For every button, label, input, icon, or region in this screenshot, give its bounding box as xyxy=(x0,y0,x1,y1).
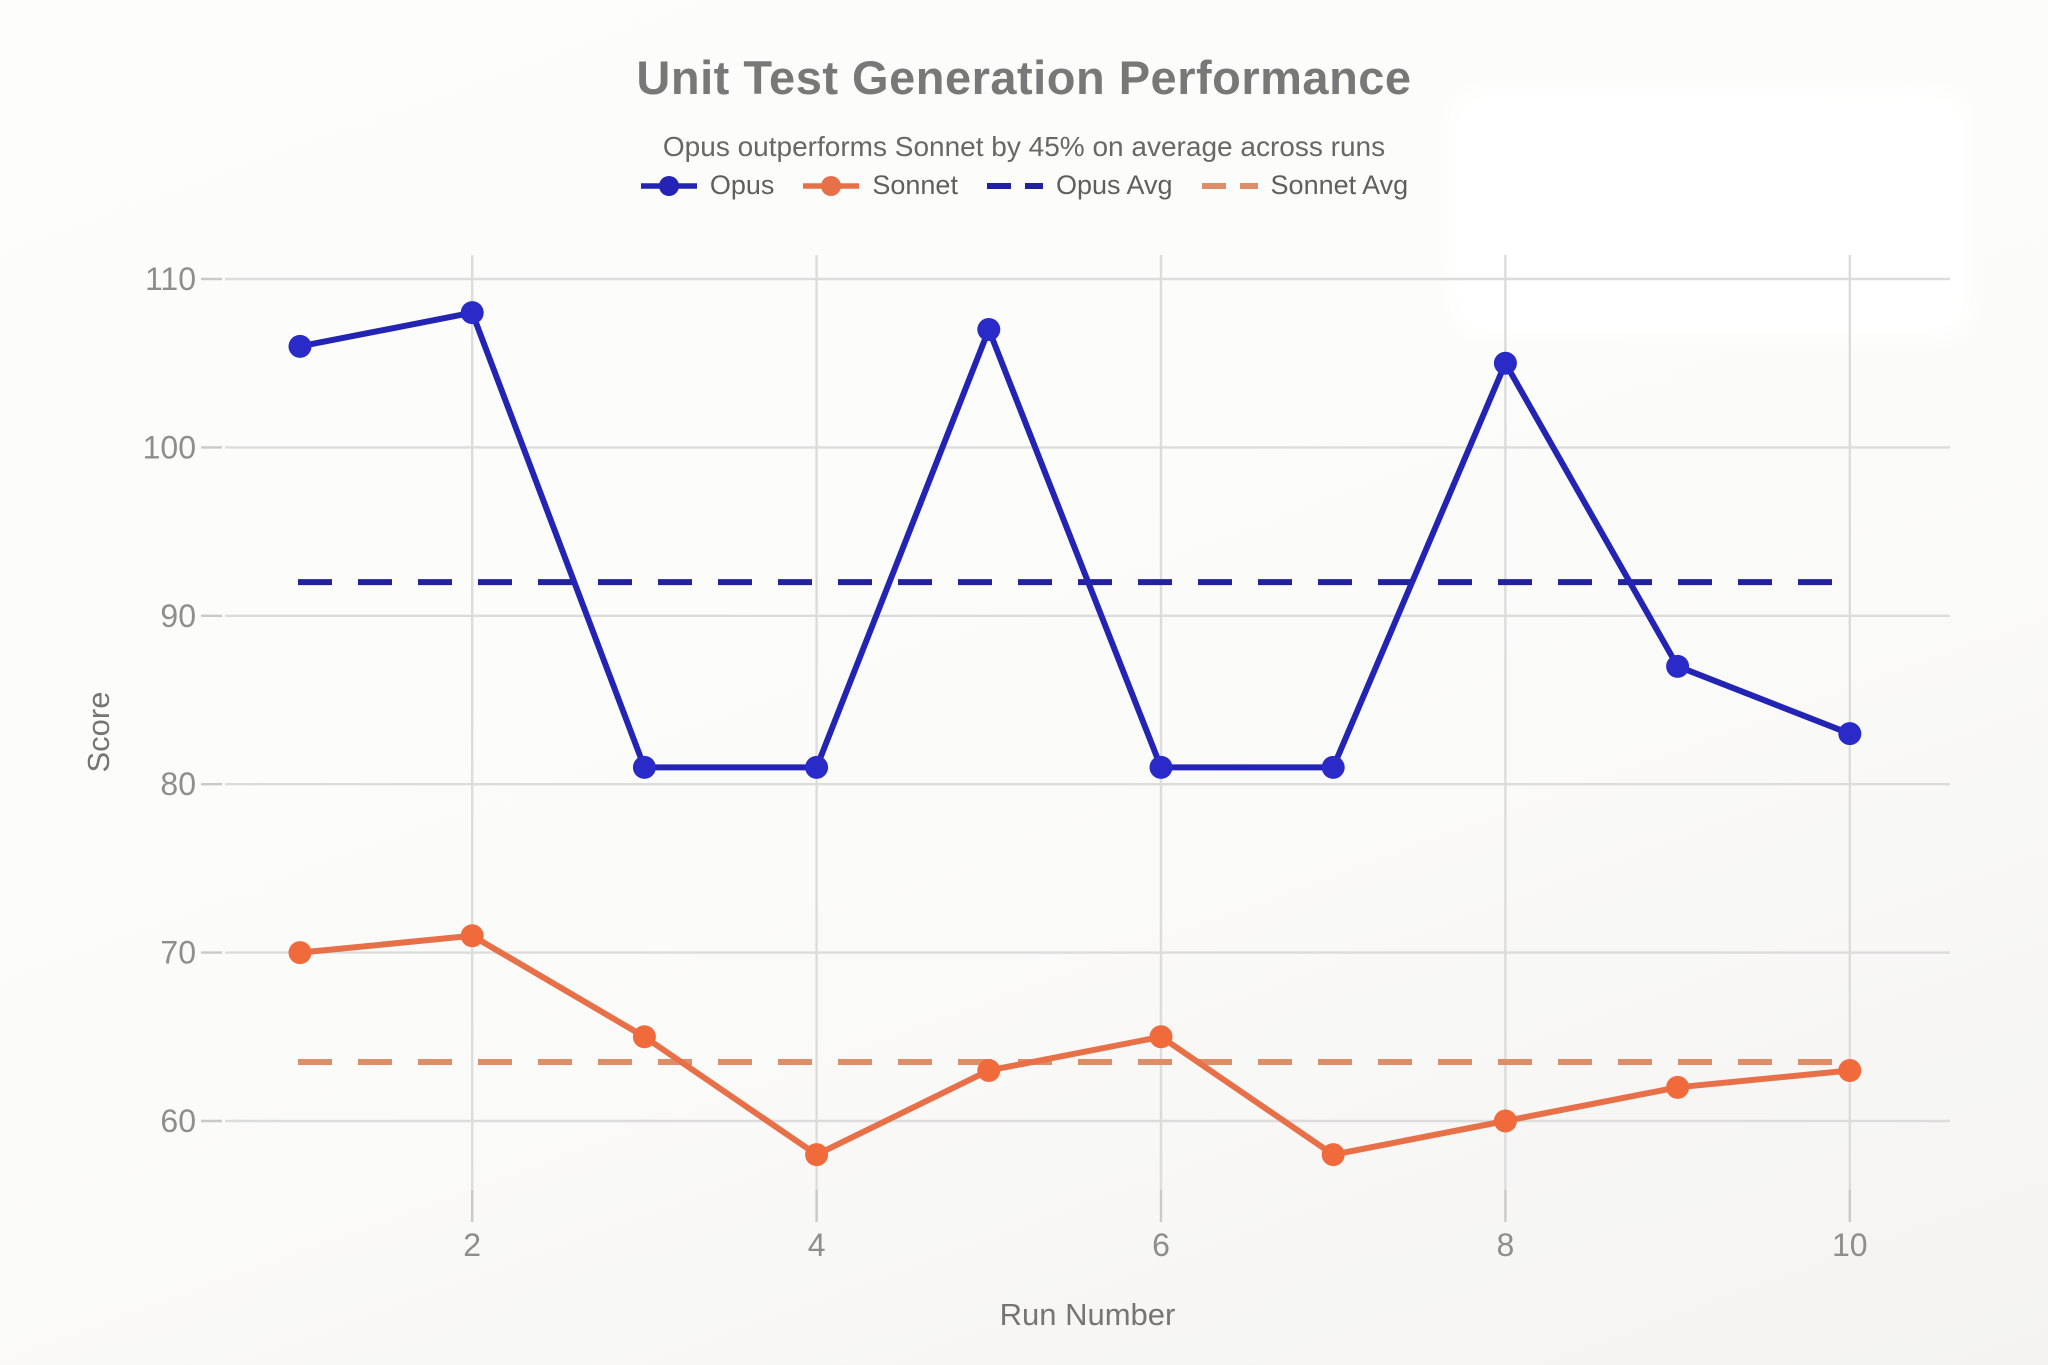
y-tick-label-110: 110 xyxy=(145,261,196,297)
opus-series-line xyxy=(297,309,1853,771)
x-tick-label-8: 8 xyxy=(1497,1227,1515,1263)
legend-sample-solid-dot xyxy=(640,175,697,196)
y-tick-label-70: 70 xyxy=(160,935,196,971)
legend-label: Sonnet Avg xyxy=(1270,170,1409,200)
y-tick-label-100: 100 xyxy=(143,429,196,465)
opus-point-run-6 xyxy=(1149,755,1173,779)
sonnet-point-run-8 xyxy=(1493,1109,1517,1133)
sonnet-point-run-7 xyxy=(1321,1143,1345,1167)
legend-sample-solid-dot xyxy=(803,175,860,196)
chart-title: Unit Test Generation Performance xyxy=(636,51,1412,104)
legend-sample-dashed xyxy=(986,182,1043,189)
opus-point-run-8 xyxy=(1493,351,1517,375)
legend-item-opus: Opus xyxy=(640,170,775,201)
legend-label: Opus Avg xyxy=(1055,170,1173,200)
opus-point-run-3 xyxy=(632,755,656,779)
legend-label: Sonnet xyxy=(872,170,958,200)
sonnet-point-run-3 xyxy=(632,1025,656,1049)
sonnet-series-line xyxy=(297,932,1853,1158)
opus-point-run-1 xyxy=(288,334,312,358)
opus-point-run-9 xyxy=(1666,654,1690,678)
sonnet-point-run-2 xyxy=(460,924,484,948)
legend-sample-dot xyxy=(821,175,842,196)
watermark-cover-patch xyxy=(1448,88,1973,340)
x-axis-title: Run Number xyxy=(999,1297,1176,1332)
y-tick-label-90: 90 xyxy=(160,598,196,634)
opus-point-run-7 xyxy=(1321,755,1345,779)
sonnet-point-run-4 xyxy=(805,1143,829,1167)
chart-legend: Opus Sonnet Opus Avg Sonnet Avg xyxy=(0,170,2048,201)
x-tick-label-2: 2 xyxy=(463,1227,481,1263)
legend-sample-dot xyxy=(658,175,679,196)
opus-point-run-2 xyxy=(460,301,484,325)
sonnet-point-run-6 xyxy=(1149,1025,1173,1049)
legend-item-opus-avg: Opus Avg xyxy=(986,170,1173,201)
opus-point-run-10 xyxy=(1838,722,1862,746)
sonnet-point-run-5 xyxy=(977,1058,1001,1082)
chart-subtitle: Opus outperforms Sonnet by 45% on averag… xyxy=(662,131,1386,162)
opus-point-run-4 xyxy=(805,755,829,779)
legend-label: Opus xyxy=(709,170,775,200)
x-tick-label-6: 6 xyxy=(1152,1227,1170,1263)
sonnet-point-run-10 xyxy=(1838,1058,1862,1082)
opus-point-run-5 xyxy=(977,318,1001,342)
y-tick-label-60: 60 xyxy=(160,1103,196,1139)
sonnet-point-run-1 xyxy=(288,941,312,965)
y-tick-label-80: 80 xyxy=(160,766,196,802)
legend-sample-dashed xyxy=(1201,182,1258,189)
x-tick-label-10: 10 xyxy=(1832,1227,1868,1263)
legend-item-sonnet-avg: Sonnet Avg xyxy=(1201,170,1409,201)
legend-item-sonnet: Sonnet xyxy=(802,170,958,201)
sonnet-point-run-9 xyxy=(1666,1075,1690,1099)
x-tick-label-4: 4 xyxy=(808,1227,826,1263)
